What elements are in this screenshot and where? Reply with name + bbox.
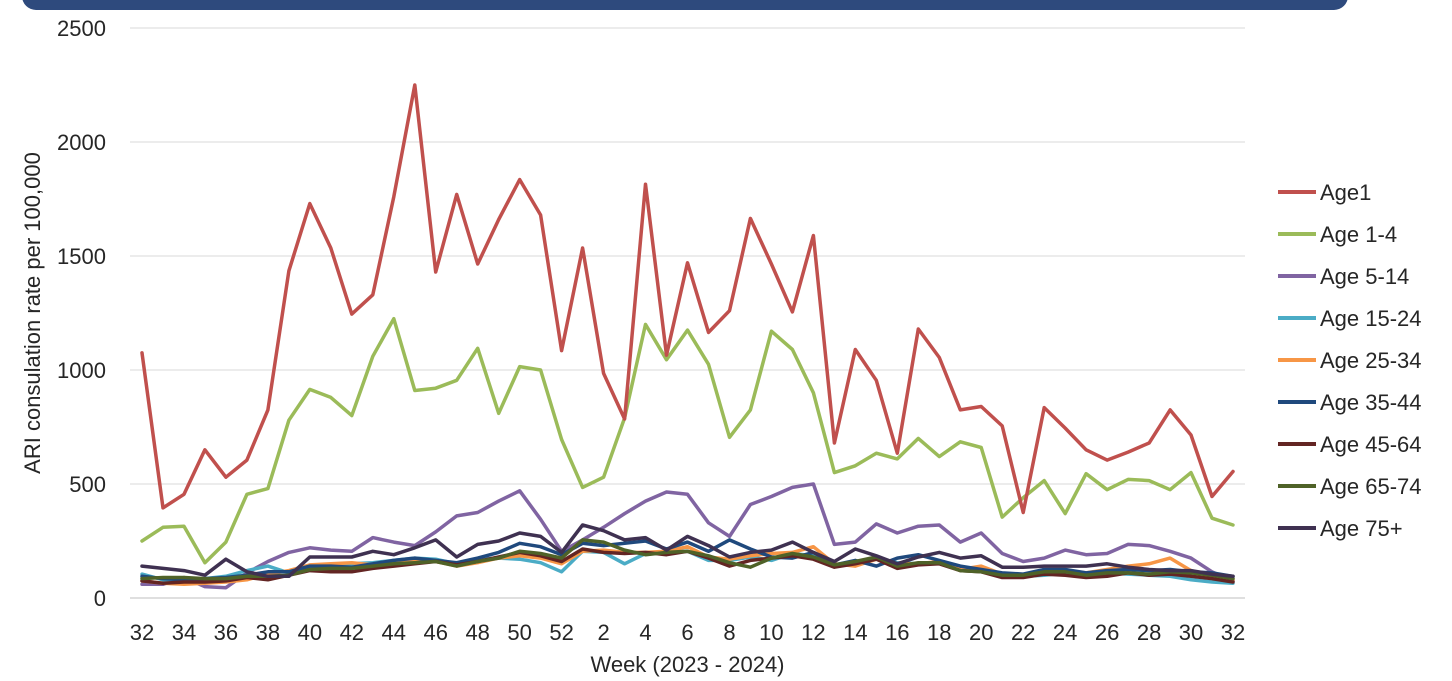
series-line-age-5-14 bbox=[140, 482, 1235, 590]
x-axis-ticks: 32 34 36 38 40 42 44 46 48 50 52 2 4 6 8 10 12 14 16 18 20 22… bbox=[130, 620, 1245, 645]
y-axis-title: ARI consulation rate per 100,000 bbox=[20, 152, 45, 474]
x-tick-label: 22 bbox=[1011, 620, 1035, 645]
legend-label: Age 65-74 bbox=[1320, 474, 1422, 499]
x-tick-label: 44 bbox=[382, 620, 406, 645]
gridlines bbox=[130, 27, 1245, 485]
legend: Age1 Age 1-4 Age 5-14 Age 15-24 Age 25-34 Age… bbox=[1278, 180, 1422, 541]
x-tick-label: 8 bbox=[723, 620, 735, 645]
series-line-age-35-44 bbox=[140, 538, 1235, 582]
x-tick-label: 40 bbox=[298, 620, 322, 645]
x-tick-label: 14 bbox=[843, 620, 867, 645]
series-line-age-1-4 bbox=[140, 316, 1235, 565]
legend-label: Age 1-4 bbox=[1320, 222, 1397, 247]
x-tick-label: 30 bbox=[1179, 620, 1203, 645]
series-lines bbox=[140, 83, 1235, 590]
x-axis-title: Week (2023 - 2024) bbox=[590, 652, 784, 677]
x-tick-label: 42 bbox=[340, 620, 364, 645]
x-tick-label: 16 bbox=[885, 620, 909, 645]
legend-label: Age 5-14 bbox=[1320, 264, 1409, 289]
y-tick-label: 500 bbox=[69, 472, 106, 497]
x-tick-label: 52 bbox=[549, 620, 573, 645]
x-tick-label: 12 bbox=[801, 620, 825, 645]
x-tick-label: 18 bbox=[927, 620, 951, 645]
x-tick-label: 10 bbox=[759, 620, 783, 645]
x-tick-label: 4 bbox=[639, 620, 651, 645]
y-tick-label: 2500 bbox=[57, 16, 106, 41]
x-tick-label: 2 bbox=[597, 620, 609, 645]
x-tick-label: 24 bbox=[1053, 620, 1077, 645]
legend-label: Age 35-44 bbox=[1320, 390, 1422, 415]
legend-label: Age1 bbox=[1320, 180, 1371, 205]
y-tick-label: 1500 bbox=[57, 244, 106, 269]
x-tick-label: 48 bbox=[465, 620, 489, 645]
y-axis-ticks: 0 500 1000 1500 2000 2500 bbox=[57, 16, 106, 611]
top-banner bbox=[22, 0, 1348, 10]
x-tick-label: 6 bbox=[681, 620, 693, 645]
x-tick-label: 20 bbox=[969, 620, 993, 645]
legend-label: Age 15-24 bbox=[1320, 306, 1422, 331]
x-tick-label: 36 bbox=[214, 620, 238, 645]
legend-label: Age 75+ bbox=[1320, 516, 1403, 541]
x-tick-label: 46 bbox=[423, 620, 447, 645]
legend-label: Age 25-34 bbox=[1320, 348, 1422, 373]
x-tick-label: 32 bbox=[130, 620, 154, 645]
y-tick-label: 0 bbox=[94, 586, 106, 611]
legend-label: Age 45-64 bbox=[1320, 432, 1422, 457]
series-line-age-65-74 bbox=[140, 538, 1235, 581]
y-tick-label: 1000 bbox=[57, 358, 106, 383]
x-tick-label: 50 bbox=[507, 620, 531, 645]
x-tick-label: 26 bbox=[1095, 620, 1119, 645]
x-tick-label: 32 bbox=[1221, 620, 1245, 645]
y-tick-label: 2000 bbox=[57, 130, 106, 155]
x-tick-label: 38 bbox=[256, 620, 280, 645]
series-line-age-75- bbox=[140, 523, 1235, 579]
x-tick-label: 28 bbox=[1137, 620, 1161, 645]
x-tick-label: 34 bbox=[172, 620, 196, 645]
series-line-age1 bbox=[140, 83, 1235, 515]
